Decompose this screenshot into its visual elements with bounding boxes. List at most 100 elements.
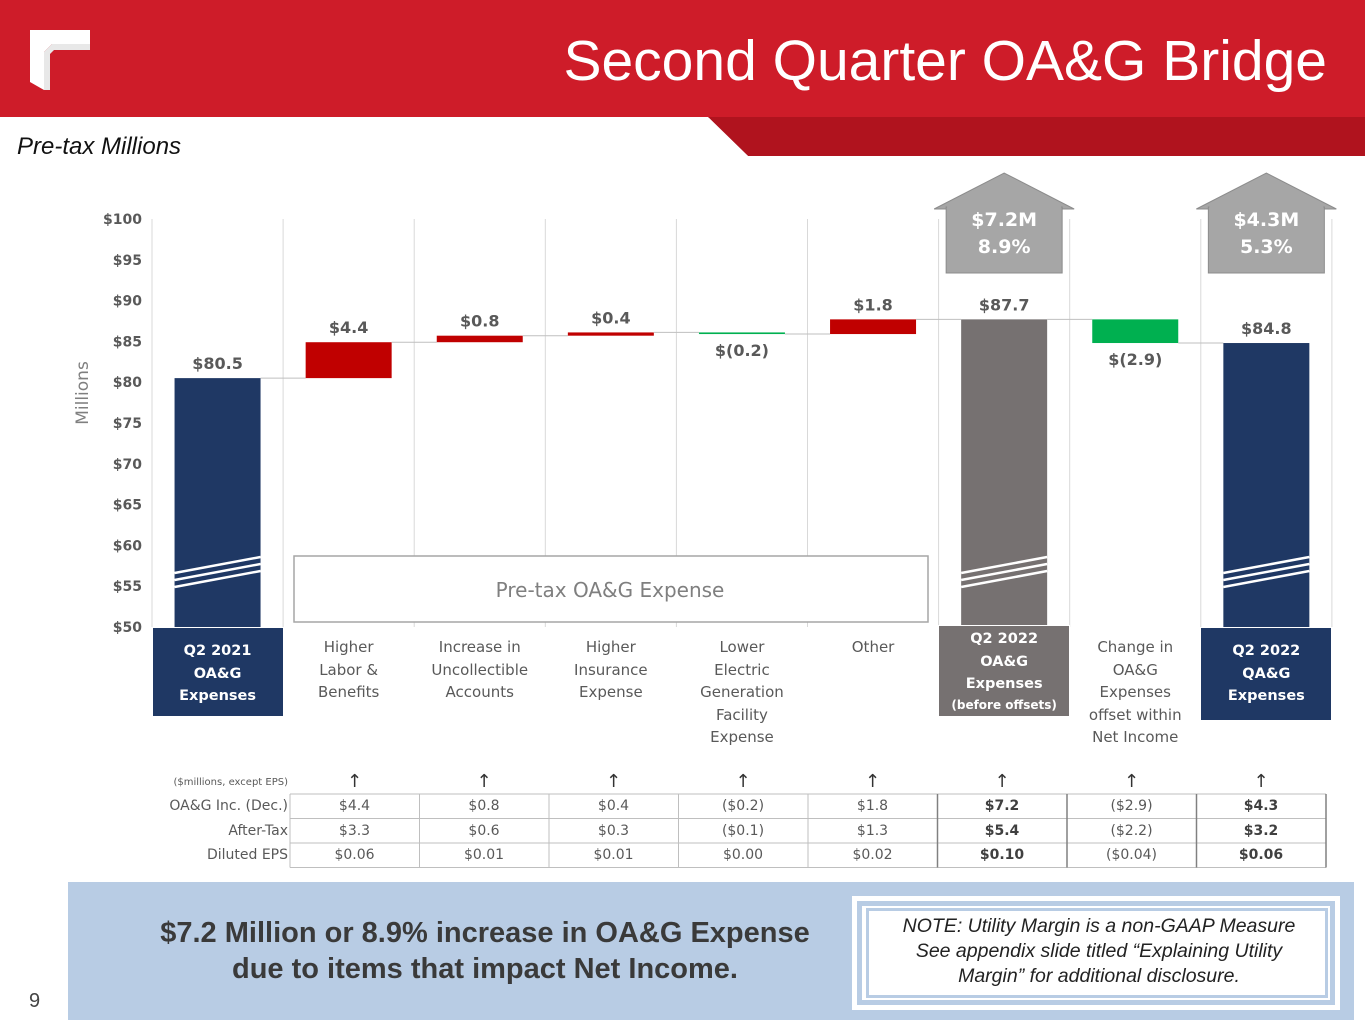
table-cell: $0.4 <box>597 798 630 814</box>
data-label: $84.8 <box>1241 319 1292 338</box>
table-cell: $1.3 <box>856 822 889 839</box>
company-logo <box>30 30 90 90</box>
table-cell: $7.2 <box>984 798 1020 814</box>
impact-arrow: ↑ <box>605 771 622 792</box>
axis-break-mark <box>174 555 261 575</box>
y-tick-label: $80 <box>113 375 142 391</box>
table-cell: $0.06 <box>334 847 375 863</box>
category-label: Increase in Uncollectible Accounts <box>431 638 529 701</box>
callout-body <box>1207 206 1325 274</box>
data-label: $0.4 <box>591 308 630 327</box>
axis-break-mark <box>1223 569 1310 589</box>
data-label: $87.7 <box>979 295 1030 314</box>
table-cell: ($0.04) <box>1105 847 1157 863</box>
y-tick-label: $95 <box>113 253 142 269</box>
impact-arrow: ↑ <box>994 771 1010 792</box>
table-cell: $0.00 <box>722 847 764 863</box>
axis-break-mark <box>1223 562 1310 582</box>
axis-break-mark <box>174 569 261 589</box>
page-title: Second Quarter OA&G Bridge <box>563 29 1327 93</box>
category-note: (before offsets) <box>951 697 1057 712</box>
table-cell: ($2.9) <box>1110 798 1153 814</box>
table-cell: $0.3 <box>597 822 630 839</box>
callout-arrow: $4.3M 5.3% <box>1196 172 1337 274</box>
table-cell: $0.02 <box>852 847 893 863</box>
table-cell: $3.2 <box>1243 822 1279 839</box>
table-cell: $5.4 <box>984 822 1020 839</box>
table-cell: $3.3 <box>338 822 371 839</box>
data-label: $(0.2) <box>715 341 769 360</box>
annotation-text: Pre-tax OA&G Expense <box>496 578 725 602</box>
impact-arrow: ↑ <box>346 771 363 792</box>
bar-total <box>174 378 261 627</box>
y-tick-label: $65 <box>113 498 142 514</box>
y-tick-label: $90 <box>113 294 142 310</box>
header-stripe <box>0 117 1365 156</box>
summary-text: $7.2 Million or 8.9% increase in OA&G Ex… <box>160 917 810 985</box>
bar-decrease <box>698 332 785 335</box>
bar-total <box>961 319 1048 627</box>
callout-percent: 5.3% <box>1240 236 1293 258</box>
impact-arrow: ↑ <box>1253 771 1269 792</box>
bar-increase <box>436 335 523 343</box>
bar-increase <box>305 342 392 379</box>
category-label: Q2 2021 OA&G Expenses <box>151 627 284 717</box>
y-tick-label: $50 <box>113 620 142 636</box>
y-tick-label: $55 <box>113 579 142 595</box>
callout-arrow: $7.2M 8.9% <box>933 172 1075 274</box>
table-cell: $0.8 <box>468 798 500 814</box>
data-label: $80.5 <box>192 354 243 373</box>
callout-joint <box>1209 206 1324 210</box>
axis-break-mark <box>960 555 1048 575</box>
callout-body <box>945 206 1063 274</box>
table-cell: ($2.2) <box>1110 822 1153 839</box>
callout-head <box>1196 172 1337 210</box>
data-label: $(2.9) <box>1108 350 1162 369</box>
table-row-label: OA&G Inc. (Dec.) <box>169 798 288 814</box>
note-text: NOTE: Utility Margin is a non-GAAP Measu… <box>902 915 1296 987</box>
table-cell: $0.01 <box>593 847 634 863</box>
y-tick-label: $70 <box>113 457 142 473</box>
table-cell: $0.10 <box>979 847 1025 863</box>
data-label: $0.8 <box>460 312 499 331</box>
y-axis-label: Millions <box>73 361 93 425</box>
table-cell: ($0.2) <box>721 798 765 814</box>
page-number: 9 <box>29 990 41 1012</box>
category-label: Other <box>851 638 895 656</box>
table-cell: $0.6 <box>468 822 500 839</box>
category-label: Q2 2022 QA&G Expenses <box>1200 627 1333 721</box>
bar-decrease <box>1092 319 1179 344</box>
note-box-inner <box>866 908 1328 998</box>
y-tick-label: $60 <box>113 538 142 554</box>
impact-arrow: ↑ <box>864 771 881 792</box>
category-label: Higher Labor & Benefits <box>317 638 380 701</box>
callout-joint <box>947 206 1062 210</box>
table-unit-label: ($millions, except EPS) <box>173 777 288 788</box>
header-bar: Second Quarter OA&G Bridge <box>0 0 1365 118</box>
table-cell: ($0.1) <box>721 822 765 839</box>
callout-head <box>933 172 1075 210</box>
chart-subtitle: Pre-tax Millions <box>17 133 182 160</box>
axis-break-mark <box>1223 555 1310 575</box>
waterfall-chart: $50 $55 $60 $65 $70 $75 $80 $85 $90 $95 $100 Millio… <box>73 172 1337 636</box>
impact-arrow: ↑ <box>476 771 492 792</box>
table-cell: $0.06 <box>1238 847 1284 863</box>
table-cell: $1.8 <box>856 798 889 814</box>
impact-arrow: ↑ <box>1123 771 1140 792</box>
axis-break-mark <box>960 562 1048 582</box>
y-tick-label: $75 <box>113 416 142 432</box>
category-label: Change in OA&G Expenses offset within Ne… <box>1088 638 1182 746</box>
bar-increase <box>830 319 917 335</box>
annotation-box <box>293 555 929 623</box>
axis-break-mark <box>174 562 261 582</box>
table-row-label: After-Tax <box>228 822 288 839</box>
y-tick-label: $100 <box>103 212 142 228</box>
table-grid <box>289 793 1327 868</box>
table-row-label: Diluted EPS <box>206 847 288 863</box>
callout-amount: $7.2M <box>971 209 1037 231</box>
bar-increase <box>567 332 654 336</box>
impact-arrow: ↑ <box>735 771 751 792</box>
callout-amount: $4.3M <box>1233 209 1299 231</box>
table-cell: $0.01 <box>463 847 505 863</box>
data-label: $4.4 <box>329 318 368 337</box>
